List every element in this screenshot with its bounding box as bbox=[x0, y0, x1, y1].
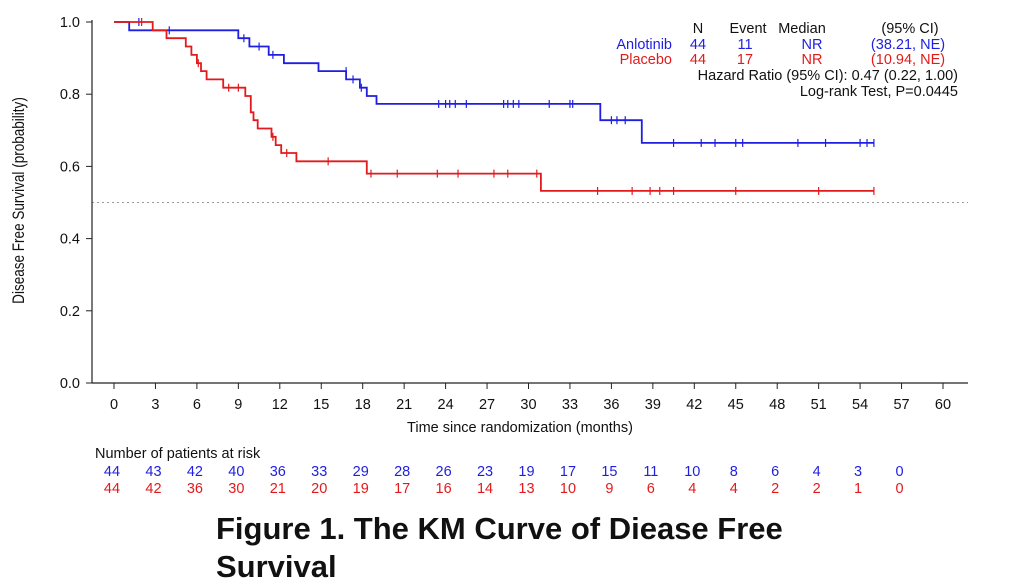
x-tick-label: 3 bbox=[151, 397, 159, 413]
at-risk-placebo-count: 44 bbox=[104, 481, 120, 497]
at-risk-placebo-count: 1 bbox=[854, 481, 862, 497]
at-risk-placebo-count: 0 bbox=[896, 481, 904, 497]
legend-anlotinib-ci: (38.21, NE) bbox=[871, 37, 945, 53]
at-risk-anlotinib-count: 43 bbox=[145, 464, 161, 480]
at-risk-placebo-count: 9 bbox=[605, 481, 613, 497]
at-risk-title: Number of patients at risk bbox=[95, 446, 261, 462]
legend-placebo-name: Placebo bbox=[620, 52, 672, 68]
x-tick-label: 39 bbox=[645, 397, 661, 413]
at-risk-placebo-count: 20 bbox=[311, 481, 327, 497]
legend-placebo-event: 17 bbox=[737, 52, 753, 68]
at-risk-anlotinib-count: 11 bbox=[643, 464, 658, 480]
x-tick-label: 15 bbox=[313, 397, 329, 413]
at-risk-anlotinib-count: 36 bbox=[270, 464, 286, 480]
x-axis-title: Time since randomization (months) bbox=[407, 420, 633, 436]
at-risk-placebo-count: 10 bbox=[560, 481, 576, 497]
x-tick-label: 48 bbox=[769, 397, 785, 413]
at-risk-anlotinib-count: 44 bbox=[104, 464, 120, 480]
x-tick-label: 9 bbox=[234, 397, 242, 413]
x-tick-label: 36 bbox=[603, 397, 619, 413]
x-tick-label: 54 bbox=[852, 397, 868, 413]
at-risk-anlotinib-count: 26 bbox=[436, 464, 452, 480]
legend-placebo-median: NR bbox=[802, 52, 823, 68]
at-risk-placebo-count: 36 bbox=[187, 481, 203, 497]
legend-header: Median bbox=[778, 21, 826, 37]
anlotinib-survival-curve bbox=[114, 21, 874, 144]
at-risk-anlotinib-count: 4 bbox=[813, 464, 821, 480]
at-risk-placebo-count: 17 bbox=[394, 481, 410, 497]
legend-anlotinib-event: 11 bbox=[737, 37, 752, 53]
x-tick-label: 18 bbox=[355, 397, 371, 413]
axes: 0 3 6 9 12 15 18 21 24 27 30 33 36 39 42 45 48 51 54 57 600.… bbox=[10, 15, 968, 436]
x-tick-label: 51 bbox=[811, 397, 827, 413]
at-risk-anlotinib-count: 23 bbox=[477, 464, 493, 480]
at-risk-placebo-count: 2 bbox=[771, 481, 779, 497]
logrank-text: Log-rank Test, P=0.0445 bbox=[800, 84, 958, 100]
at-risk-anlotinib-count: 19 bbox=[518, 464, 534, 480]
legend-header: (95% CI) bbox=[881, 21, 938, 37]
figure-caption: Figure 1. The KM Curve of Diease Free Su… bbox=[216, 511, 783, 584]
at-risk-anlotinib-count: 8 bbox=[730, 464, 738, 480]
y-tick-label: 0.4 bbox=[60, 232, 80, 248]
at-risk-placebo-count: 13 bbox=[518, 481, 534, 497]
y-tick-label: 0.8 bbox=[60, 87, 80, 103]
at-risk-placebo-count: 14 bbox=[477, 481, 493, 497]
x-tick-label: 60 bbox=[935, 397, 951, 413]
at-risk-anlotinib-count: 0 bbox=[896, 464, 904, 480]
at-risk-placebo-count: 2 bbox=[813, 481, 821, 497]
at-risk-placebo-count: 4 bbox=[688, 481, 696, 497]
at-risk-placebo-count: 21 bbox=[270, 481, 286, 497]
legend-placebo-n: 44 bbox=[690, 52, 706, 68]
at-risk-anlotinib-count: 6 bbox=[771, 464, 779, 480]
legend-anlotinib-median: NR bbox=[802, 37, 823, 53]
at-risk-anlotinib-count: 29 bbox=[353, 464, 369, 480]
legend: N Event Median (95% CI) Anlotinib 44 11 NR (38.2… bbox=[616, 21, 958, 100]
legend-header: N bbox=[693, 21, 703, 37]
at-risk-anlotinib-count: 17 bbox=[560, 464, 576, 480]
at-risk-anlotinib-count: 3 bbox=[854, 464, 862, 480]
at-risk-placebo-count: 6 bbox=[647, 481, 655, 497]
at-risk-placebo-count: 19 bbox=[353, 481, 369, 497]
x-tick-label: 57 bbox=[893, 397, 909, 413]
legend-header: Event bbox=[729, 21, 766, 37]
x-tick-label: 27 bbox=[479, 397, 495, 413]
x-tick-label: 42 bbox=[686, 397, 702, 413]
at-risk-table: 44 43 42 40 36 33 29 28 26 23 19 17 15 11 10 8 6 4 3 044 42 3… bbox=[104, 464, 904, 497]
y-axis-title: Disease Free Survival (probability) bbox=[10, 97, 29, 304]
legend-placebo-ci: (10.94, NE) bbox=[871, 52, 945, 68]
legend-anlotinib-name: Anlotinib bbox=[616, 37, 672, 53]
x-tick-label: 30 bbox=[520, 397, 536, 413]
at-risk-placebo-count: 4 bbox=[730, 481, 738, 497]
x-tick-label: 21 bbox=[396, 397, 412, 413]
survival-curves bbox=[114, 18, 875, 195]
at-risk-anlotinib-count: 28 bbox=[394, 464, 410, 480]
y-tick-label: 0.2 bbox=[60, 304, 80, 320]
x-tick-label: 33 bbox=[562, 397, 578, 413]
at-risk-anlotinib-count: 42 bbox=[187, 464, 203, 480]
at-risk-anlotinib-count: 15 bbox=[601, 464, 617, 480]
at-risk-anlotinib-count: 33 bbox=[311, 464, 327, 480]
hazard-ratio-text: Hazard Ratio (95% CI): 0.47 (0.22, 1.00) bbox=[698, 68, 958, 84]
y-tick-label: 0.6 bbox=[60, 159, 80, 175]
x-tick-label: 24 bbox=[438, 397, 454, 413]
placebo-survival-curve bbox=[114, 21, 874, 192]
at-risk-anlotinib-count: 40 bbox=[228, 464, 244, 480]
at-risk-placebo-count: 30 bbox=[228, 481, 244, 497]
y-tick-label: 0.0 bbox=[60, 376, 80, 392]
km-chart: 0 3 6 9 12 15 18 21 24 27 30 33 36 39 42 45 48 51 54 57 600.… bbox=[10, 15, 968, 497]
x-tick-label: 45 bbox=[728, 397, 744, 413]
x-tick-label: 0 bbox=[110, 397, 118, 413]
at-risk-placebo-count: 16 bbox=[436, 481, 452, 497]
x-tick-label: 12 bbox=[272, 397, 288, 413]
x-tick-label: 6 bbox=[193, 397, 201, 413]
at-risk-placebo-count: 42 bbox=[145, 481, 161, 497]
y-tick-label: 1.0 bbox=[60, 15, 80, 31]
at-risk-anlotinib-count: 10 bbox=[684, 464, 700, 480]
legend-anlotinib-n: 44 bbox=[690, 37, 706, 53]
